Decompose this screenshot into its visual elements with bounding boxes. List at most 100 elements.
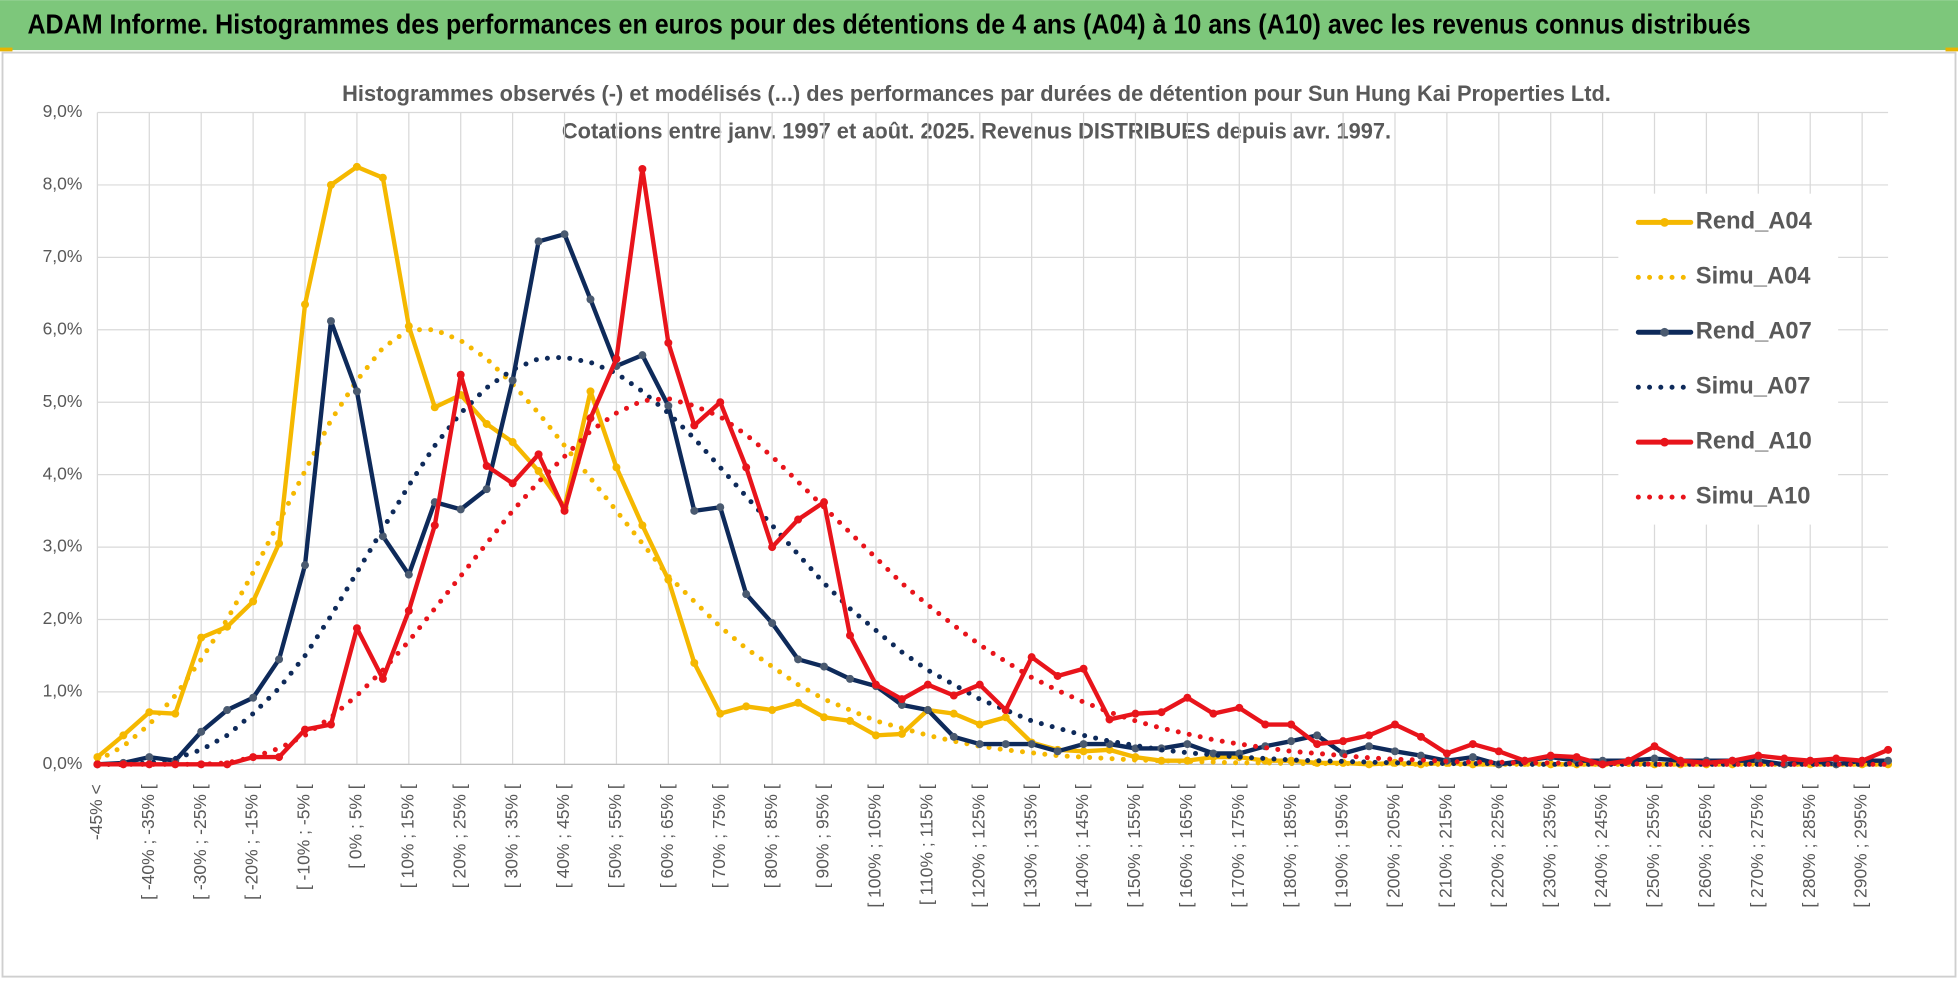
x-tick-label: [ 260% ; 265% [ (1695, 784, 1715, 907)
point (1001, 740, 1010, 749)
x-tick-label: [ 90% ; 95% [ (813, 784, 833, 888)
corner-mark (1945, 47, 1958, 52)
point (794, 515, 803, 524)
point (1468, 740, 1477, 749)
point (1053, 747, 1062, 756)
point (326, 180, 335, 189)
point (534, 467, 543, 476)
point (145, 708, 154, 717)
point (482, 461, 491, 470)
point (275, 753, 284, 762)
point (949, 709, 958, 718)
point (742, 463, 751, 472)
point (197, 727, 206, 736)
legend-label: Simu_A10 (1696, 483, 1811, 509)
point (1105, 715, 1114, 724)
point (326, 720, 335, 729)
x-tick-label: [ -30% ; -25% [ (190, 784, 210, 900)
point (638, 521, 647, 530)
x-tick-label: [ 120% ; 125% [ (968, 784, 988, 907)
x-tick-label: [ 250% ; 255% [ (1643, 784, 1663, 907)
point (456, 505, 465, 514)
point (1235, 703, 1244, 712)
point (508, 438, 517, 447)
point (482, 419, 491, 428)
point (404, 570, 413, 579)
y-tick-label: 8,0% (43, 174, 83, 194)
point (897, 700, 906, 709)
point (923, 706, 932, 715)
point (404, 606, 413, 615)
point (508, 376, 517, 385)
point (1832, 754, 1841, 763)
point (664, 338, 673, 347)
title-box (337, 77, 1616, 153)
x-tick-label: [ 80% ; 85% [ (761, 784, 781, 888)
point (1157, 708, 1166, 717)
point (716, 709, 725, 718)
x-tick-label: [ 220% ; 225% [ (1487, 784, 1507, 907)
point (1884, 745, 1893, 754)
plot (93, 162, 1893, 769)
point (1416, 751, 1425, 760)
legend-box (1618, 193, 1839, 525)
point (1365, 731, 1374, 740)
point (975, 680, 984, 689)
x-tick-label: [ 40% ; 45% [ (553, 784, 573, 888)
legend-marker (1660, 437, 1669, 447)
point (145, 753, 154, 762)
point (1339, 737, 1348, 746)
point (560, 506, 569, 515)
point (794, 698, 803, 707)
point (456, 370, 465, 379)
point (742, 590, 751, 599)
x-tick-label: [ 0% ; 5% [ (346, 784, 366, 869)
point (534, 237, 543, 246)
point (93, 753, 102, 762)
legend-label: Rend_A07 (1696, 319, 1812, 345)
point (430, 403, 439, 412)
point (716, 398, 725, 407)
point (1183, 740, 1192, 749)
point (326, 317, 335, 326)
x-tick-label: [ 30% ; 35% [ (501, 784, 521, 888)
point (1313, 740, 1322, 749)
x-tick-label: [ 210% ; 215% [ (1436, 784, 1456, 907)
y-tick-label: 0,0% (43, 753, 83, 773)
point (275, 655, 284, 664)
point (586, 414, 595, 423)
x-tick-label: [ 270% ; 275% [ (1747, 784, 1767, 907)
legend-label: Simu_A04 (1696, 264, 1811, 290)
point (1546, 751, 1555, 760)
x-tick-label: [ 110% ; 115% [ (916, 784, 936, 905)
point (1079, 747, 1088, 756)
point (897, 695, 906, 704)
x-tick-label: [ -20% ; -15% [ (242, 784, 262, 900)
point (1209, 709, 1218, 718)
point (1416, 732, 1425, 741)
chart-title: Histogrammes observés (-) et modélisés (… (342, 81, 1611, 106)
point (1287, 737, 1296, 746)
point (768, 543, 777, 552)
point (846, 716, 854, 725)
point (1780, 754, 1789, 763)
point (1494, 747, 1503, 756)
point (1442, 749, 1451, 758)
point (1884, 756, 1893, 765)
page-title: ADAM Informe. Histogrammes des performan… (27, 9, 1750, 40)
point (794, 655, 803, 664)
point (1079, 740, 1088, 749)
point (820, 498, 829, 507)
point (223, 706, 232, 715)
point (1728, 756, 1737, 765)
point (638, 351, 647, 360)
point (975, 740, 984, 749)
x-tick-label: [ -40% ; -35% [ (138, 784, 158, 900)
point (820, 662, 829, 671)
point (1390, 720, 1399, 729)
series-line (95, 166, 1891, 767)
point (1053, 671, 1062, 680)
point (1287, 720, 1296, 729)
legend-label: Simu_A07 (1696, 373, 1811, 399)
point (301, 561, 310, 570)
